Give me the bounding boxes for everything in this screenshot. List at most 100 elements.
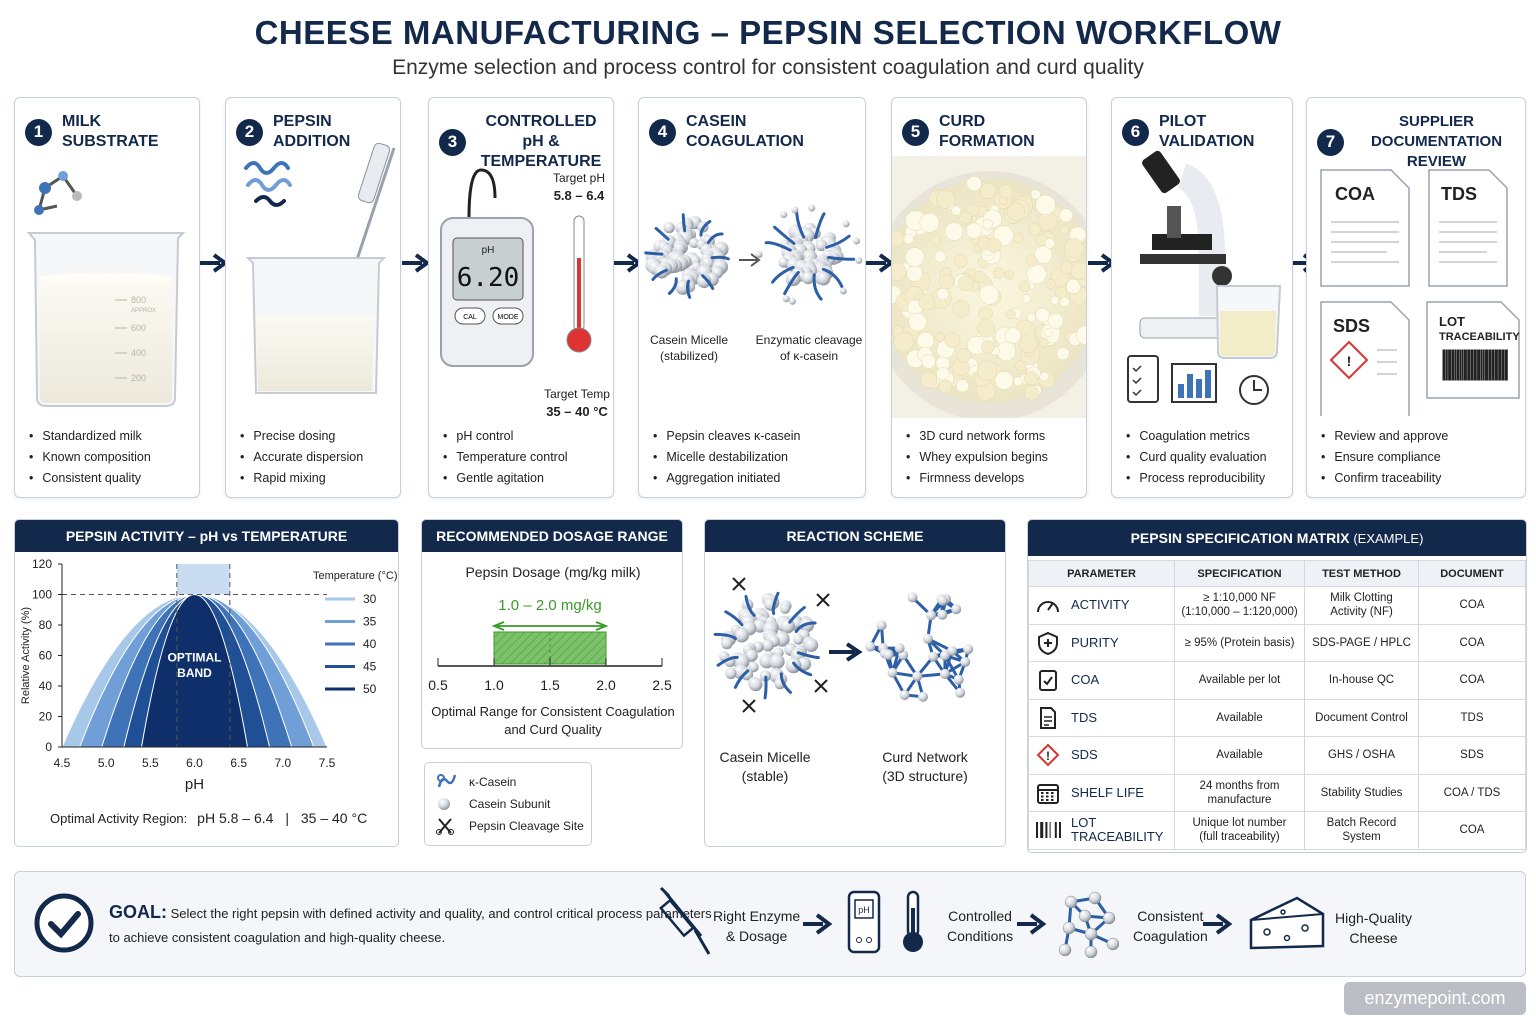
x-tick-label: 6.5 (230, 756, 247, 770)
kappa-casein-icon (437, 774, 457, 788)
x-tick-label: 5.5 (142, 756, 159, 770)
svg-text:400: 400 (131, 348, 146, 358)
barcode-icon (1036, 822, 1061, 839)
spec-matrix-panel: PEPSIN SPECIFICATION MATRIX (EXAMPLE) PA… (1027, 519, 1527, 853)
flow-step: Right Enzyme & Dosage (713, 908, 801, 944)
micelle-cluster (644, 213, 730, 299)
casein-micelle-illustration (644, 204, 863, 305)
step-bullets: Precise dosingAccurate dispersionRapid m… (240, 426, 363, 489)
parameter-name: SDS (1071, 747, 1098, 763)
document-icon (1040, 706, 1056, 729)
ph-meter-illustration: pH 6.20 CAL MODE Target pH 5.8 – 6.4 Tar… (440, 168, 610, 418)
page-title: CHEESE MANUFACTURING – PEPSIN SELECTION … (254, 14, 1282, 51)
microscope-illustration (1127, 150, 1282, 405)
molecule-network-icon (1058, 891, 1120, 958)
dosage-axis-title: Pepsin Dosage (mg/kg milk) (465, 564, 641, 580)
syringe-icon (659, 886, 711, 955)
x-tick-label: 4.5 (54, 756, 71, 770)
svg-text:COA: COA (1335, 184, 1375, 204)
range-label: 1.0 – 2.0 mg/kg (498, 597, 601, 614)
svg-text:Target pH: Target pH (553, 171, 605, 185)
optimal-region-text: Optimal Activity Region: pH 5.8 – 6.4 | … (50, 810, 368, 826)
step-milk-substrate: 1 MILK SUBSTRATE 800 APPROX 600 400 200 S… (14, 97, 200, 498)
calendar-icon (1037, 783, 1059, 804)
svg-text:6.20: 6.20 (457, 263, 520, 293)
micelle-cluster (764, 211, 856, 301)
parameter-name: PURITY (1071, 634, 1119, 650)
step-number: 7 (1317, 128, 1344, 156)
svg-text:Target Temp: Target Temp (544, 387, 610, 401)
panel-title: RECOMMENDED DOSAGE RANGE (422, 520, 682, 552)
structure-legend: κ-Casein Casein Subunit Pepsin Cleavage … (424, 762, 592, 846)
series-area-50 (140, 593, 249, 748)
test-method: GHS / OSHA (1304, 736, 1419, 775)
goal-text: GOAL: Select the right pepsin with defin… (109, 902, 712, 922)
svg-text:800: 800 (131, 295, 146, 305)
step-bullets: Review and approveEnsure complianceConfi… (1321, 426, 1448, 489)
pepsin-activity-panel: PEPSIN ACTIVITY – pH vs TEMPERATURE 4.5 5… (14, 519, 399, 847)
spec-value: 24 months from manufacture (1174, 773, 1305, 812)
svg-text:APPROX: APPROX (131, 308, 156, 314)
svg-text:SDS: SDS (1333, 316, 1370, 336)
y-axis-label: Relative Activity (%) (20, 607, 32, 704)
microscope-icon (1139, 150, 1241, 339)
x-tick-label: 7.5 (319, 756, 336, 770)
column-header: PARAMETER (1028, 560, 1175, 587)
legend-label: 45 (363, 660, 377, 674)
curd-network-label: Curd Network (3D structure) (882, 749, 968, 784)
y-tick-label: 120 (32, 557, 52, 571)
column-header: SPECIFICATION (1174, 560, 1305, 587)
y-tick-label: 60 (39, 649, 53, 663)
document-type: COA (1418, 661, 1526, 700)
spec-value: Unique lot number (full traceability) (1174, 811, 1305, 850)
test-method: In-house QC (1304, 661, 1419, 700)
milk-beaker-illustration: 800 APPROX 600 400 200 (26, 171, 186, 407)
dosage-chart: 1.0 – 2.0 mg/kg 0.5 1.0 1.5 2.0 2.5 (428, 597, 672, 693)
flow-arrow-icon (803, 913, 833, 935)
optimal-band-label: BAND (177, 666, 212, 680)
optimal-band-highlight (176, 564, 230, 595)
documents-illustration: COA TDS SDS ! LOT TRACEABILITY (1320, 169, 1520, 416)
y-tick-label: 80 (39, 618, 53, 632)
table-row: SHELF LIFE 24 months from manufacture Stabi… (1028, 773, 1526, 812)
document-type: SDS (1418, 736, 1526, 775)
x-tick-label: 7.0 (274, 756, 291, 770)
test-method: Stability Studies (1304, 773, 1419, 812)
y-tick-label: 0 (45, 740, 52, 754)
step-title: CASEIN COAGULATION (686, 113, 804, 150)
pipette-beaker-illustration (244, 143, 396, 394)
table-row: PURITY ≥ 95% (Protein basis) SDS-PAGE / HP… (1028, 623, 1526, 662)
spec-value: ≥ 95% (Protein basis) (1174, 623, 1305, 662)
step-number: 4 (649, 118, 676, 146)
micelle-label: Casein Micelle (stable) (719, 749, 811, 784)
activity-chart: 4.5 5.0 5.5 6.0 6.5 7.0 7.5 0 20 40 60 80 100 120 pH Re… (20, 557, 397, 793)
svg-text:200: 200 (131, 373, 146, 383)
step-number: 6 (1122, 118, 1149, 146)
parameter-name: COA (1071, 672, 1100, 688)
parameter-name: TDS (1071, 709, 1097, 725)
legend-item: Pepsin Cleavage Site (435, 815, 591, 837)
svg-text:!: ! (1347, 353, 1352, 369)
legend-label: 40 (363, 637, 377, 651)
dosage-tick-label: 2.5 (652, 677, 672, 693)
dosage-tick-label: 1.0 (484, 677, 504, 693)
spec-value: Available per lot (1174, 661, 1305, 700)
flow-step: High-Quality Cheese (1335, 910, 1413, 946)
column-header: TEST METHOD (1304, 560, 1419, 587)
document-type: COA (1418, 811, 1526, 850)
document-type: TDS (1418, 698, 1526, 737)
step-pepsin-addition: 2 PEPSIN ADDITION Precise dosingAccurate … (225, 97, 401, 498)
panel-title: PEPSIN SPECIFICATION MATRIX (EXAMPLE) (1028, 520, 1526, 556)
table-row: COA Available per lot In-house QC COA (1028, 661, 1526, 700)
svg-text:35 – 40 °C: 35 – 40 °C (546, 404, 608, 418)
molecule-icon (34, 171, 82, 215)
flow-step: Consistent Coagulation (1133, 908, 1208, 944)
clock-icon (1239, 375, 1269, 405)
step-controlled-ph-temperature: 3 CONTROLLED pH & TEMPERATURE pH 6.20 CAL… (428, 97, 614, 498)
step-title: CURD FORMATION (939, 113, 1035, 150)
x-tick-label: 5.0 (98, 756, 115, 770)
reaction-illustration (713, 577, 974, 713)
spec-table: PARAMETER SPECIFICATION TEST METHOD DOCU… (1028, 560, 1526, 850)
svg-text:600: 600 (131, 323, 146, 333)
footer-watermark: enzymepoint.com (1344, 982, 1526, 1015)
